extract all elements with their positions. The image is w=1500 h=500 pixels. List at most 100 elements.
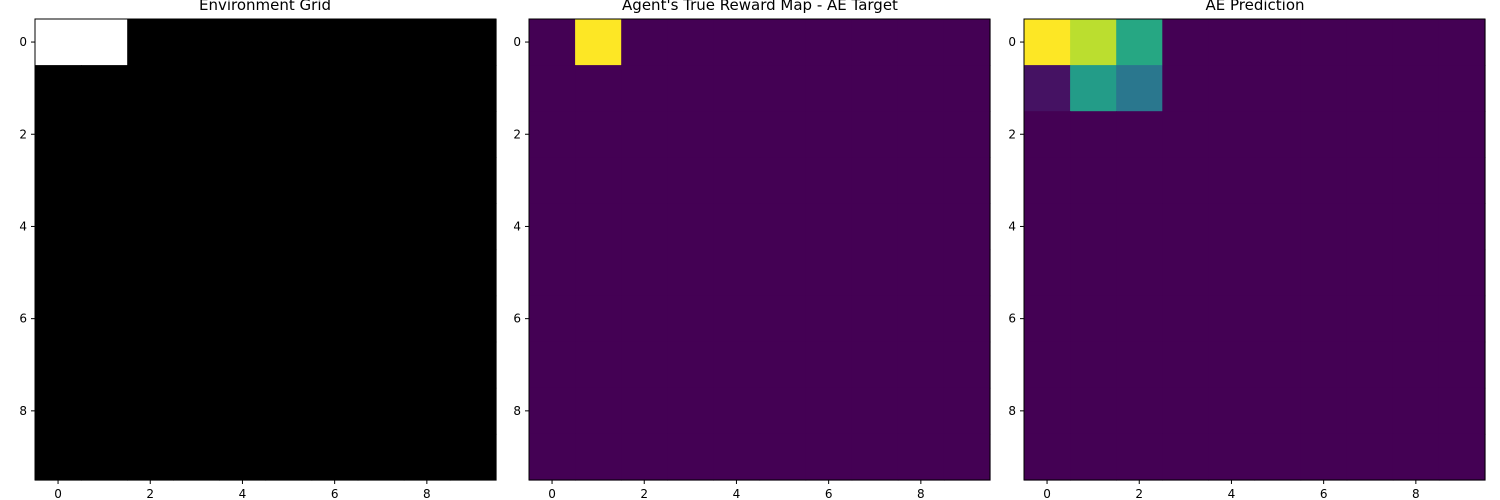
heatmap-cell-r8-c9 <box>449 387 497 435</box>
x-axis-ticks: 0 2 4 6 8 <box>548 480 925 500</box>
heatmap-cell-r2-c8 <box>897 111 945 158</box>
heatmap-cell-r0-c0 <box>35 19 82 66</box>
heatmap-cell-r9-c5 <box>1254 433 1302 481</box>
heatmap-cell-r2-c7 <box>1346 111 1394 158</box>
heatmap-cell-r6-c8 <box>897 295 945 343</box>
heatmap-cell-r6-c1 <box>1070 295 1117 343</box>
heatmap-cell-r4-c7 <box>1346 203 1394 251</box>
heatmap-cell-r2-c2 <box>127 111 174 158</box>
plot-frame <box>34 18 497 481</box>
heatmap-cells <box>529 19 991 481</box>
x-tick-label: 0 <box>1043 487 1051 500</box>
heatmap-cell-r6-c9 <box>449 295 497 343</box>
heatmap-cell-r7-c5 <box>759 341 807 389</box>
y-tick-label: 8 <box>1008 404 1016 418</box>
heatmap-cell-r7-c7 <box>1346 341 1394 389</box>
heatmap-cell-r1-c1 <box>575 65 622 112</box>
heatmap-cell-r1-c6 <box>311 65 359 112</box>
heatmap-cell-r6-c1 <box>81 295 128 343</box>
heatmap-cell-r7-c9 <box>1438 341 1486 389</box>
panel-title: AE Prediction <box>1205 0 1304 14</box>
heatmap-cell-r8-c4 <box>713 387 761 435</box>
heatmap-cell-r3-c0 <box>529 157 576 204</box>
heatmap-cell-r0-c5 <box>265 19 313 66</box>
heatmap-cell-r4-c4 <box>713 203 761 251</box>
heatmap-cell-r9-c0 <box>1024 433 1071 481</box>
y-axis-ticks: 0 2 4 6 8 <box>1008 35 1024 418</box>
heatmap-cell-r9-c3 <box>667 433 714 481</box>
heatmap-cell-r0-c5 <box>759 19 807 66</box>
heatmap-cell-r5-c0 <box>35 249 82 297</box>
x-tick-label: 4 <box>239 487 247 500</box>
heatmap-cell-r5-c9 <box>1438 249 1486 297</box>
heatmap-cell-r0-c0 <box>529 19 576 66</box>
heatmap-cell-r6-c7 <box>357 295 405 343</box>
heatmap-cell-r3-c2 <box>1116 157 1163 204</box>
heatmap-cell-r2-c5 <box>759 111 807 158</box>
heatmap-cell-r6-c6 <box>805 295 853 343</box>
heatmap-cell-r4-c9 <box>943 203 991 251</box>
heatmap-cell-r2-c6 <box>1300 111 1348 158</box>
heatmap-cell-r4-c3 <box>667 203 714 251</box>
heatmap-cell-r4-c2 <box>621 203 668 251</box>
heatmap-cell-r8-c7 <box>357 387 405 435</box>
heatmap-cell-r1-c8 <box>897 65 945 112</box>
heatmap-cell-r8-c5 <box>265 387 313 435</box>
heatmap-cell-r7-c7 <box>851 341 899 389</box>
heatmap-cell-r1-c5 <box>265 65 313 112</box>
x-tick-label: 0 <box>54 487 62 500</box>
heatmap-cell-r5-c2 <box>127 249 174 297</box>
heatmap-cell-r6-c8 <box>403 295 451 343</box>
heatmap-cell-r1-c7 <box>851 65 899 112</box>
heatmap-cell-r1-c9 <box>943 65 991 112</box>
heatmap-cell-r1-c5 <box>1254 65 1302 112</box>
heatmap-cell-r9-c8 <box>403 433 451 481</box>
heatmap-cell-r2-c1 <box>575 111 622 158</box>
heatmap-cell-r4-c8 <box>403 203 451 251</box>
heatmap-cell-r4-c1 <box>81 203 128 251</box>
heatmap-cell-r5-c6 <box>311 249 359 297</box>
heatmap-cell-r0-c2 <box>127 19 174 66</box>
heatmap-cell-r3-c4 <box>1208 157 1256 204</box>
heatmap-cell-r5-c2 <box>1116 249 1163 297</box>
heatmap-cell-r0-c4 <box>219 19 267 66</box>
heatmap-cell-r3-c9 <box>943 157 991 204</box>
x-tick-label: 4 <box>1228 487 1236 500</box>
heatmap-cell-r4-c5 <box>1254 203 1302 251</box>
heatmap-cell-r5-c3 <box>1162 249 1209 297</box>
heatmap-cell-r7-c2 <box>127 341 174 389</box>
plot-frame <box>528 18 991 481</box>
heatmap-cell-r5-c7 <box>357 249 405 297</box>
heatmap-cell-r2-c5 <box>1254 111 1302 158</box>
heatmap-cell-r1-c6 <box>805 65 853 112</box>
heatmap-cell-r5-c5 <box>265 249 313 297</box>
heatmap-cell-r7-c0 <box>35 341 82 389</box>
heatmap-cell-r0-c3 <box>1162 19 1209 66</box>
heatmap-cell-r5-c4 <box>713 249 761 297</box>
heatmap-cell-r7-c4 <box>1208 341 1256 389</box>
heatmap-cell-r0-c8 <box>897 19 945 66</box>
heatmap-cell-r0-c6 <box>805 19 853 66</box>
heatmap-cell-r1-c0 <box>1024 65 1071 112</box>
heatmap-cell-r7-c6 <box>805 341 853 389</box>
heatmap-cell-r3-c1 <box>1070 157 1117 204</box>
heatmap-cell-r2-c7 <box>357 111 405 158</box>
heatmap-cell-r8-c9 <box>943 387 991 435</box>
heatmap-cell-r4-c3 <box>1162 203 1209 251</box>
heatmap-cell-r5-c7 <box>1346 249 1394 297</box>
heatmap-cell-r6-c1 <box>575 295 622 343</box>
heatmap-cell-r0-c3 <box>173 19 220 66</box>
heatmap-cell-r4-c7 <box>851 203 899 251</box>
heatmap-cell-r1-c5 <box>759 65 807 112</box>
heatmap-cell-r6-c9 <box>1438 295 1486 343</box>
heatmap-cell-r0-c8 <box>1392 19 1440 66</box>
heatmap-cell-r3-c5 <box>1254 157 1302 204</box>
y-tick-label: 2 <box>1008 127 1016 141</box>
heatmap-cell-r3-c0 <box>1024 157 1071 204</box>
heatmap-cell-r1-c2 <box>1116 65 1163 112</box>
heatmap-cell-r5-c3 <box>173 249 220 297</box>
heatmap-cell-r3-c7 <box>851 157 899 204</box>
heatmap-cell-r2-c4 <box>219 111 267 158</box>
heatmap-cell-r6-c2 <box>621 295 668 343</box>
x-tick-label: 8 <box>423 487 431 500</box>
